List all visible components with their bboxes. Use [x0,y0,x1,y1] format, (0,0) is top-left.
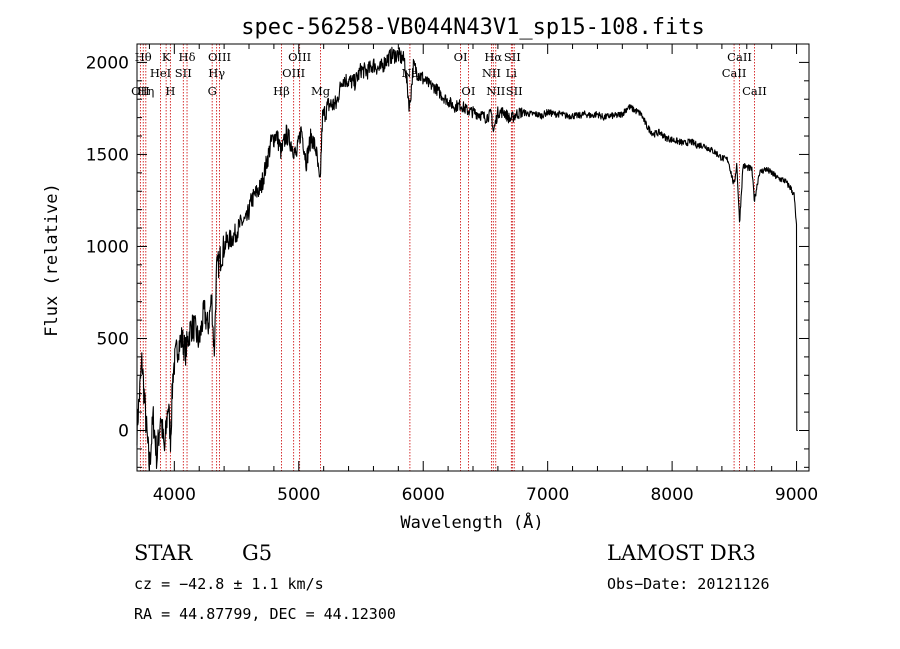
spectral-line-labels: OIIHθHηHeIKHSIIHδGHγOIIIHβOIIIOIIIMgNaOI… [131,50,767,98]
spectral-line-label: Hβ [273,84,290,98]
spectral-line-label: Li [506,66,518,80]
object-class: STAR [134,541,193,565]
spectral-line-markers [139,44,755,471]
y-axis-ticks: 0 500 1000 1500 2000 [86,53,809,468]
x-tick-label: 9000 [775,485,818,505]
y-tick-label: 2000 [86,53,129,73]
spectral-line-label: SII [506,84,523,98]
object-subclass: G5 [242,541,272,565]
spectral-line-label: H [165,84,175,98]
y-axis-label: Flux (relative) [42,183,62,337]
survey-name: LAMOST DR3 [607,541,756,565]
spectral-line-label: CaII [742,84,767,98]
x-axis-label: Wavelength (Å) [400,511,543,533]
x-tick-label: 7000 [526,485,569,505]
spectral-line-label: Hδ [179,50,196,64]
spectral-line-label: OIII [288,50,311,64]
x-tick-label: 6000 [402,485,445,505]
redshift-cz: cz = −42.8 ± 1.1 km/s [134,575,324,593]
spectral-line-label: Hθ [135,50,152,64]
spectral-line-label: CaII [722,66,747,80]
x-axis-ticks: 4000 5000 6000 7000 8000 9000 [148,44,818,505]
spectral-line-label: HeI [150,66,171,80]
x-tick-label: 8000 [650,485,693,505]
spectral-line-label: NII [486,84,505,98]
x-tick-label: 5000 [277,485,320,505]
chart-title: spec-56258-VB044N43V1_sp15-108.fits [241,15,705,40]
spectral-line-label: Hη [137,84,154,98]
y-tick-label: 0 [118,422,129,442]
spectral-line-label: SII [504,50,521,64]
spectral-line-label: NII [482,66,501,80]
spectral-line-label: SII [175,66,192,80]
y-tick-label: 1500 [86,145,129,165]
spectral-line-label: OI [461,84,475,98]
spectral-line-label: OIII [282,66,305,80]
x-tick-label: 4000 [153,485,196,505]
y-tick-label: 1000 [86,237,129,257]
obs-date: Obs−Date: 20121126 [607,575,770,593]
spectrum-series-line [136,46,798,472]
spectral-line-label: OIII [208,50,231,64]
spectral-line-label: Mg [311,84,331,98]
ra-dec: RA = 44.87799, DEC = 44.12300 [134,605,396,623]
spectral-line-label: OI [454,50,468,64]
spectral-line-label: G [208,84,217,98]
spectral-line-label: K [162,50,171,64]
y-tick-label: 500 [97,329,129,349]
spectral-line-label: OII [131,84,150,98]
spectral-line-label: CaII [727,50,752,64]
spectral-line-label: Hα [484,50,502,64]
spectral-line-label: Hγ [208,66,225,80]
